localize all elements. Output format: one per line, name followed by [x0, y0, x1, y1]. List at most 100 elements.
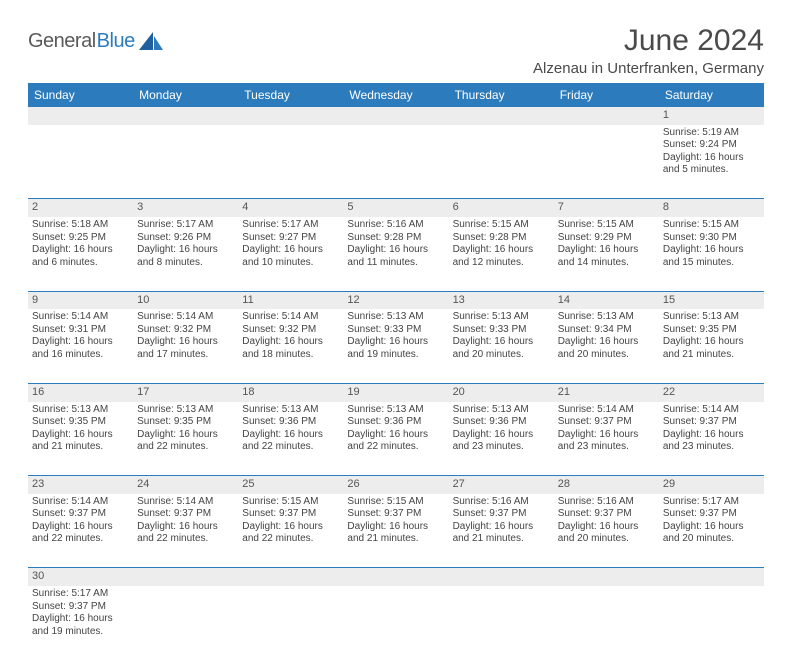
sunrise-text: Sunrise: 5:15 AM: [663, 219, 760, 232]
daylight-text: Daylight: 16 hours: [242, 521, 339, 534]
sunset-text: Sunset: 9:35 PM: [663, 324, 760, 337]
sunset-text: Sunset: 9:37 PM: [663, 508, 760, 521]
sunset-text: Sunset: 9:32 PM: [242, 324, 339, 337]
sunrise-text: Sunrise: 5:13 AM: [663, 311, 760, 324]
day-number-cell: 19: [343, 383, 448, 401]
day-number-cell: [449, 568, 554, 586]
day-cell: Sunrise: 5:13 AMSunset: 9:33 PMDaylight:…: [449, 309, 554, 383]
day-number-cell: [133, 568, 238, 586]
col-friday: Friday: [554, 83, 659, 107]
daylight-text: and 22 minutes.: [137, 441, 234, 454]
sunset-text: Sunset: 9:29 PM: [558, 232, 655, 245]
sunset-text: Sunset: 9:24 PM: [663, 139, 760, 152]
daylight-text: Daylight: 16 hours: [32, 521, 129, 534]
day-cell: Sunrise: 5:15 AMSunset: 9:30 PMDaylight:…: [659, 217, 764, 291]
day-number-cell: 7: [554, 199, 659, 217]
day-number-cell: [554, 568, 659, 586]
day-number-cell: [659, 568, 764, 586]
col-monday: Monday: [133, 83, 238, 107]
daylight-text: and 22 minutes.: [242, 533, 339, 546]
day-cell: Sunrise: 5:13 AMSunset: 9:35 PMDaylight:…: [28, 402, 133, 476]
daylight-text: and 20 minutes.: [558, 349, 655, 362]
daylight-text: Daylight: 16 hours: [137, 244, 234, 257]
logo-text-general: General: [28, 30, 96, 53]
day-number-cell: 28: [554, 476, 659, 494]
daylight-text: Daylight: 16 hours: [242, 336, 339, 349]
day-cell: [554, 125, 659, 199]
daylight-text: Daylight: 16 hours: [242, 429, 339, 442]
day-cell: Sunrise: 5:14 AMSunset: 9:37 PMDaylight:…: [554, 402, 659, 476]
day-cell: [554, 586, 659, 660]
sunrise-text: Sunrise: 5:14 AM: [558, 404, 655, 417]
sunrise-text: Sunrise: 5:14 AM: [663, 404, 760, 417]
day-number-cell: 3: [133, 199, 238, 217]
daylight-text: Daylight: 16 hours: [32, 336, 129, 349]
day-cell: Sunrise: 5:14 AMSunset: 9:37 PMDaylight:…: [133, 494, 238, 568]
daylight-text: Daylight: 16 hours: [558, 521, 655, 534]
header: GeneralBlue June 2024 Alzenau in Unterfr…: [28, 24, 764, 77]
sunrise-text: Sunrise: 5:15 AM: [453, 219, 550, 232]
daylight-text: and 16 minutes.: [32, 349, 129, 362]
day-cell: Sunrise: 5:15 AMSunset: 9:37 PMDaylight:…: [343, 494, 448, 568]
day-number-cell: [449, 107, 554, 125]
daylight-text: Daylight: 16 hours: [242, 244, 339, 257]
daylight-text: Daylight: 16 hours: [663, 521, 760, 534]
sunrise-text: Sunrise: 5:14 AM: [242, 311, 339, 324]
col-wednesday: Wednesday: [343, 83, 448, 107]
sunset-text: Sunset: 9:30 PM: [663, 232, 760, 245]
sunrise-text: Sunrise: 5:17 AM: [137, 219, 234, 232]
day-cell: Sunrise: 5:13 AMSunset: 9:36 PMDaylight:…: [343, 402, 448, 476]
sunrise-text: Sunrise: 5:16 AM: [558, 496, 655, 509]
daylight-text: and 20 minutes.: [558, 533, 655, 546]
sunset-text: Sunset: 9:37 PM: [32, 601, 129, 614]
sunrise-text: Sunrise: 5:13 AM: [453, 311, 550, 324]
logo-text-blue: Blue: [97, 30, 135, 53]
sunrise-text: Sunrise: 5:14 AM: [32, 311, 129, 324]
day-number-cell: [238, 568, 343, 586]
sunrise-text: Sunrise: 5:13 AM: [137, 404, 234, 417]
sunset-text: Sunset: 9:37 PM: [453, 508, 550, 521]
daynum-row: 16171819202122: [28, 383, 764, 401]
calendar-table: Sunday Monday Tuesday Wednesday Thursday…: [28, 83, 764, 660]
sail-icon: [139, 32, 165, 57]
day-number-cell: 1: [659, 107, 764, 125]
sunrise-text: Sunrise: 5:16 AM: [453, 496, 550, 509]
day-cell: [28, 125, 133, 199]
day-cell: Sunrise: 5:14 AMSunset: 9:37 PMDaylight:…: [28, 494, 133, 568]
day-number-cell: 12: [343, 291, 448, 309]
day-number-cell: 9: [28, 291, 133, 309]
sunset-text: Sunset: 9:27 PM: [242, 232, 339, 245]
daylight-text: and 22 minutes.: [32, 533, 129, 546]
day-number-cell: 4: [238, 199, 343, 217]
day-number-cell: [133, 107, 238, 125]
sunrise-text: Sunrise: 5:18 AM: [32, 219, 129, 232]
daylight-text: Daylight: 16 hours: [347, 336, 444, 349]
sunrise-text: Sunrise: 5:19 AM: [663, 127, 760, 140]
day-cell: Sunrise: 5:14 AMSunset: 9:32 PMDaylight:…: [238, 309, 343, 383]
day-cell: Sunrise: 5:15 AMSunset: 9:37 PMDaylight:…: [238, 494, 343, 568]
day-cell: Sunrise: 5:13 AMSunset: 9:36 PMDaylight:…: [449, 402, 554, 476]
day-cell: Sunrise: 5:15 AMSunset: 9:29 PMDaylight:…: [554, 217, 659, 291]
week-row: Sunrise: 5:18 AMSunset: 9:25 PMDaylight:…: [28, 217, 764, 291]
day-number-cell: 20: [449, 383, 554, 401]
sunset-text: Sunset: 9:37 PM: [347, 508, 444, 521]
day-cell: [449, 586, 554, 660]
daylight-text: and 19 minutes.: [32, 626, 129, 639]
day-cell: Sunrise: 5:13 AMSunset: 9:35 PMDaylight:…: [133, 402, 238, 476]
day-cell: [238, 586, 343, 660]
week-row: Sunrise: 5:17 AMSunset: 9:37 PMDaylight:…: [28, 586, 764, 660]
daylight-text: Daylight: 16 hours: [453, 521, 550, 534]
day-cell: [449, 125, 554, 199]
daylight-text: and 8 minutes.: [137, 257, 234, 270]
daynum-row: 1: [28, 107, 764, 125]
sunrise-text: Sunrise: 5:17 AM: [663, 496, 760, 509]
daylight-text: Daylight: 16 hours: [137, 429, 234, 442]
daynum-row: 9101112131415: [28, 291, 764, 309]
day-number-cell: [343, 107, 448, 125]
sunset-text: Sunset: 9:28 PM: [453, 232, 550, 245]
sunset-text: Sunset: 9:37 PM: [558, 416, 655, 429]
daynum-row: 23242526272829: [28, 476, 764, 494]
daylight-text: and 19 minutes.: [347, 349, 444, 362]
day-cell: Sunrise: 5:17 AMSunset: 9:37 PMDaylight:…: [28, 586, 133, 660]
daylight-text: and 22 minutes.: [242, 441, 339, 454]
